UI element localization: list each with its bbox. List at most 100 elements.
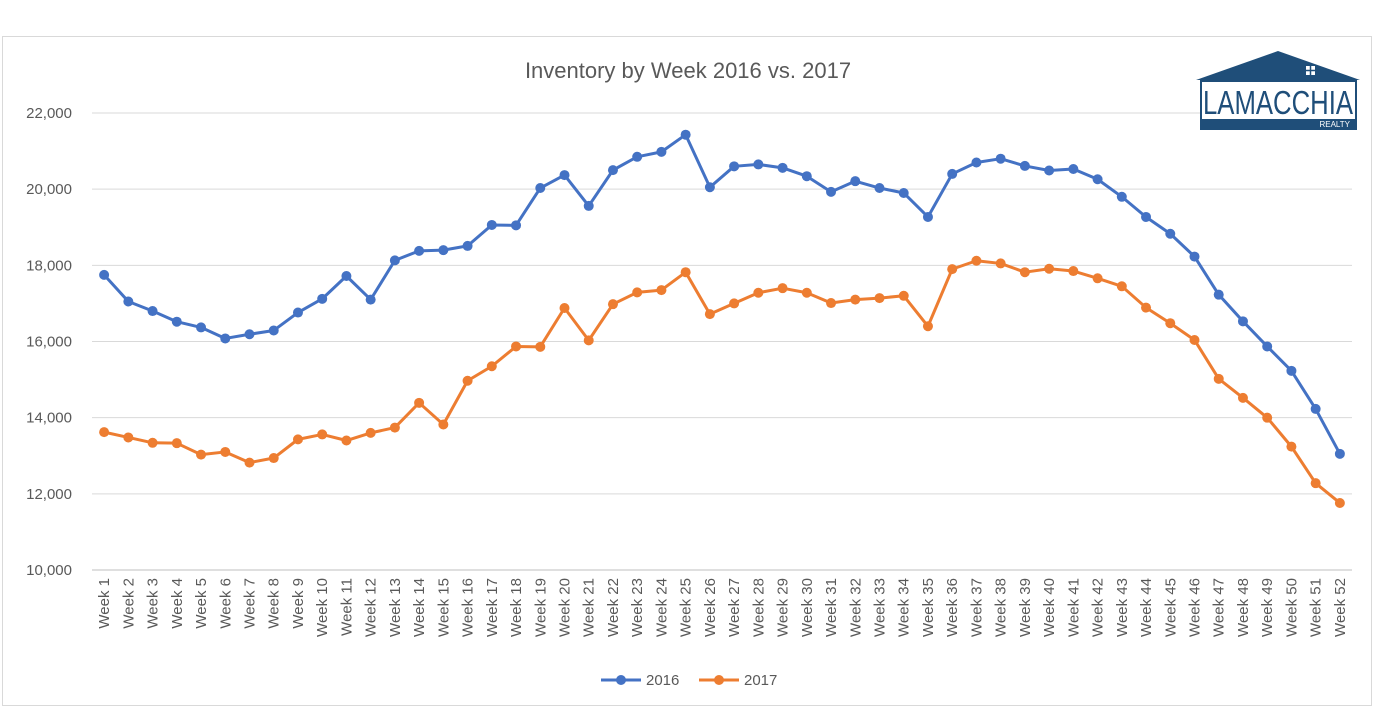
data-point-2016: [1334, 448, 1345, 459]
data-point-2016: [559, 170, 570, 181]
series-line-2016: [103, 133, 1342, 455]
x-tick-label: Week 22: [605, 578, 622, 637]
x-tick-label: Week 10: [314, 578, 331, 637]
data-point-2017: [1116, 281, 1127, 292]
x-tick-label: Week 16: [460, 578, 477, 637]
data-point-2016: [704, 182, 715, 193]
data-point-2017: [511, 341, 522, 352]
data-point-2016: [389, 255, 400, 266]
data-point-2017: [1068, 266, 1079, 277]
data-point-2017: [632, 287, 643, 298]
x-tick-label: Week 25: [678, 578, 695, 637]
data-point-2016: [607, 165, 618, 176]
x-tick-label: Week 15: [435, 578, 452, 637]
x-tick-label: Week 14: [411, 578, 428, 637]
x-tick-label: Week 37: [968, 578, 985, 637]
x-tick-label: Week 17: [484, 578, 501, 637]
data-point-2017: [1165, 318, 1176, 329]
x-tick-label: Week 33: [872, 578, 889, 637]
data-point-2016: [1286, 365, 1297, 376]
legend-label-2016: 2016: [646, 672, 679, 689]
x-tick-label: Week 9: [290, 578, 307, 629]
data-point-2016: [220, 333, 231, 344]
data-point-2016: [196, 322, 207, 333]
x-tick-label: Week 30: [799, 578, 816, 637]
data-point-2016: [511, 220, 522, 231]
data-point-2017: [1237, 392, 1248, 403]
data-point-2016: [1189, 251, 1200, 262]
data-point-2017: [244, 457, 255, 468]
x-tick-label: Week 20: [557, 578, 574, 637]
x-tick-label: Week 5: [193, 578, 210, 629]
data-point-2017: [171, 438, 182, 449]
x-tick-label: Week 36: [944, 578, 961, 637]
data-point-2016: [753, 159, 764, 170]
legend: 2016 2017: [601, 672, 777, 689]
data-point-2016: [535, 183, 546, 194]
data-point-2017: [1019, 267, 1030, 278]
data-point-2016: [1237, 316, 1248, 327]
data-point-2017: [147, 437, 158, 448]
data-point-2017: [898, 290, 909, 301]
data-point-2016: [1310, 403, 1321, 414]
data-point-2016: [365, 294, 376, 305]
data-point-2016: [244, 329, 255, 340]
data-point-2016: [995, 153, 1006, 164]
chart-title: Inventory by Week 2016 vs. 2017: [525, 58, 851, 83]
lamacchia-logo: LAMACCHIA REALTY: [1196, 51, 1360, 130]
data-point-2017: [220, 446, 231, 457]
data-point-2016: [171, 316, 182, 327]
data-point-2016: [1092, 174, 1103, 185]
x-tick-label: Week 19: [532, 578, 549, 637]
gridlines: [92, 112, 1352, 571]
data-point-2016: [341, 270, 352, 281]
x-tick-label: Week 32: [847, 578, 864, 637]
y-tick-label: 18,000: [26, 257, 72, 274]
x-tick-label: Week 34: [896, 578, 913, 637]
x-tick-label: Week 13: [387, 578, 404, 637]
y-tick-label: 10,000: [26, 562, 72, 579]
data-point-2017: [268, 453, 279, 464]
data-point-2016: [826, 186, 837, 197]
data-point-2016: [777, 162, 788, 173]
data-point-2017: [123, 432, 134, 443]
data-point-2017: [1044, 263, 1055, 274]
data-point-2016: [1213, 289, 1224, 300]
data-point-2016: [99, 269, 110, 280]
x-tick-label: Week 29: [775, 578, 792, 637]
data-point-2017: [729, 298, 740, 309]
x-tick-label: Week 7: [242, 578, 259, 629]
x-tick-label: Week 39: [1017, 578, 1034, 637]
data-point-2017: [680, 267, 691, 278]
x-tick-label: Week 28: [750, 578, 767, 637]
legend-marker-2017: [714, 675, 724, 685]
x-tick-label: Week 43: [1114, 578, 1131, 637]
data-point-2017: [1310, 478, 1321, 489]
series-group: [99, 129, 1345, 508]
data-point-2016: [1141, 211, 1152, 222]
data-point-2016: [1068, 163, 1079, 174]
data-point-2016: [1044, 165, 1055, 176]
x-tick-label: Week 2: [120, 578, 137, 629]
data-point-2016: [414, 245, 425, 256]
data-point-2016: [850, 176, 861, 187]
data-point-2017: [753, 287, 764, 298]
data-point-2017: [656, 285, 667, 296]
data-point-2016: [680, 129, 691, 140]
x-tick-label: Week 31: [823, 578, 840, 637]
y-tick-label: 14,000: [26, 410, 72, 427]
logo-name: LAMACCHIA: [1203, 84, 1353, 121]
chart-area: [2, 36, 1372, 706]
data-point-2017: [1141, 302, 1152, 313]
data-point-2017: [99, 427, 110, 438]
data-point-2017: [414, 397, 425, 408]
x-tick-label: Week 3: [145, 578, 162, 629]
data-point-2017: [1213, 373, 1224, 384]
x-tick-label: Week 49: [1259, 578, 1276, 637]
x-tick-label: Week 51: [1308, 578, 1325, 637]
data-point-2016: [1262, 341, 1273, 352]
x-tick-label: Week 24: [653, 578, 670, 637]
x-tick-label: Week 4: [169, 578, 186, 629]
data-point-2017: [777, 283, 788, 294]
